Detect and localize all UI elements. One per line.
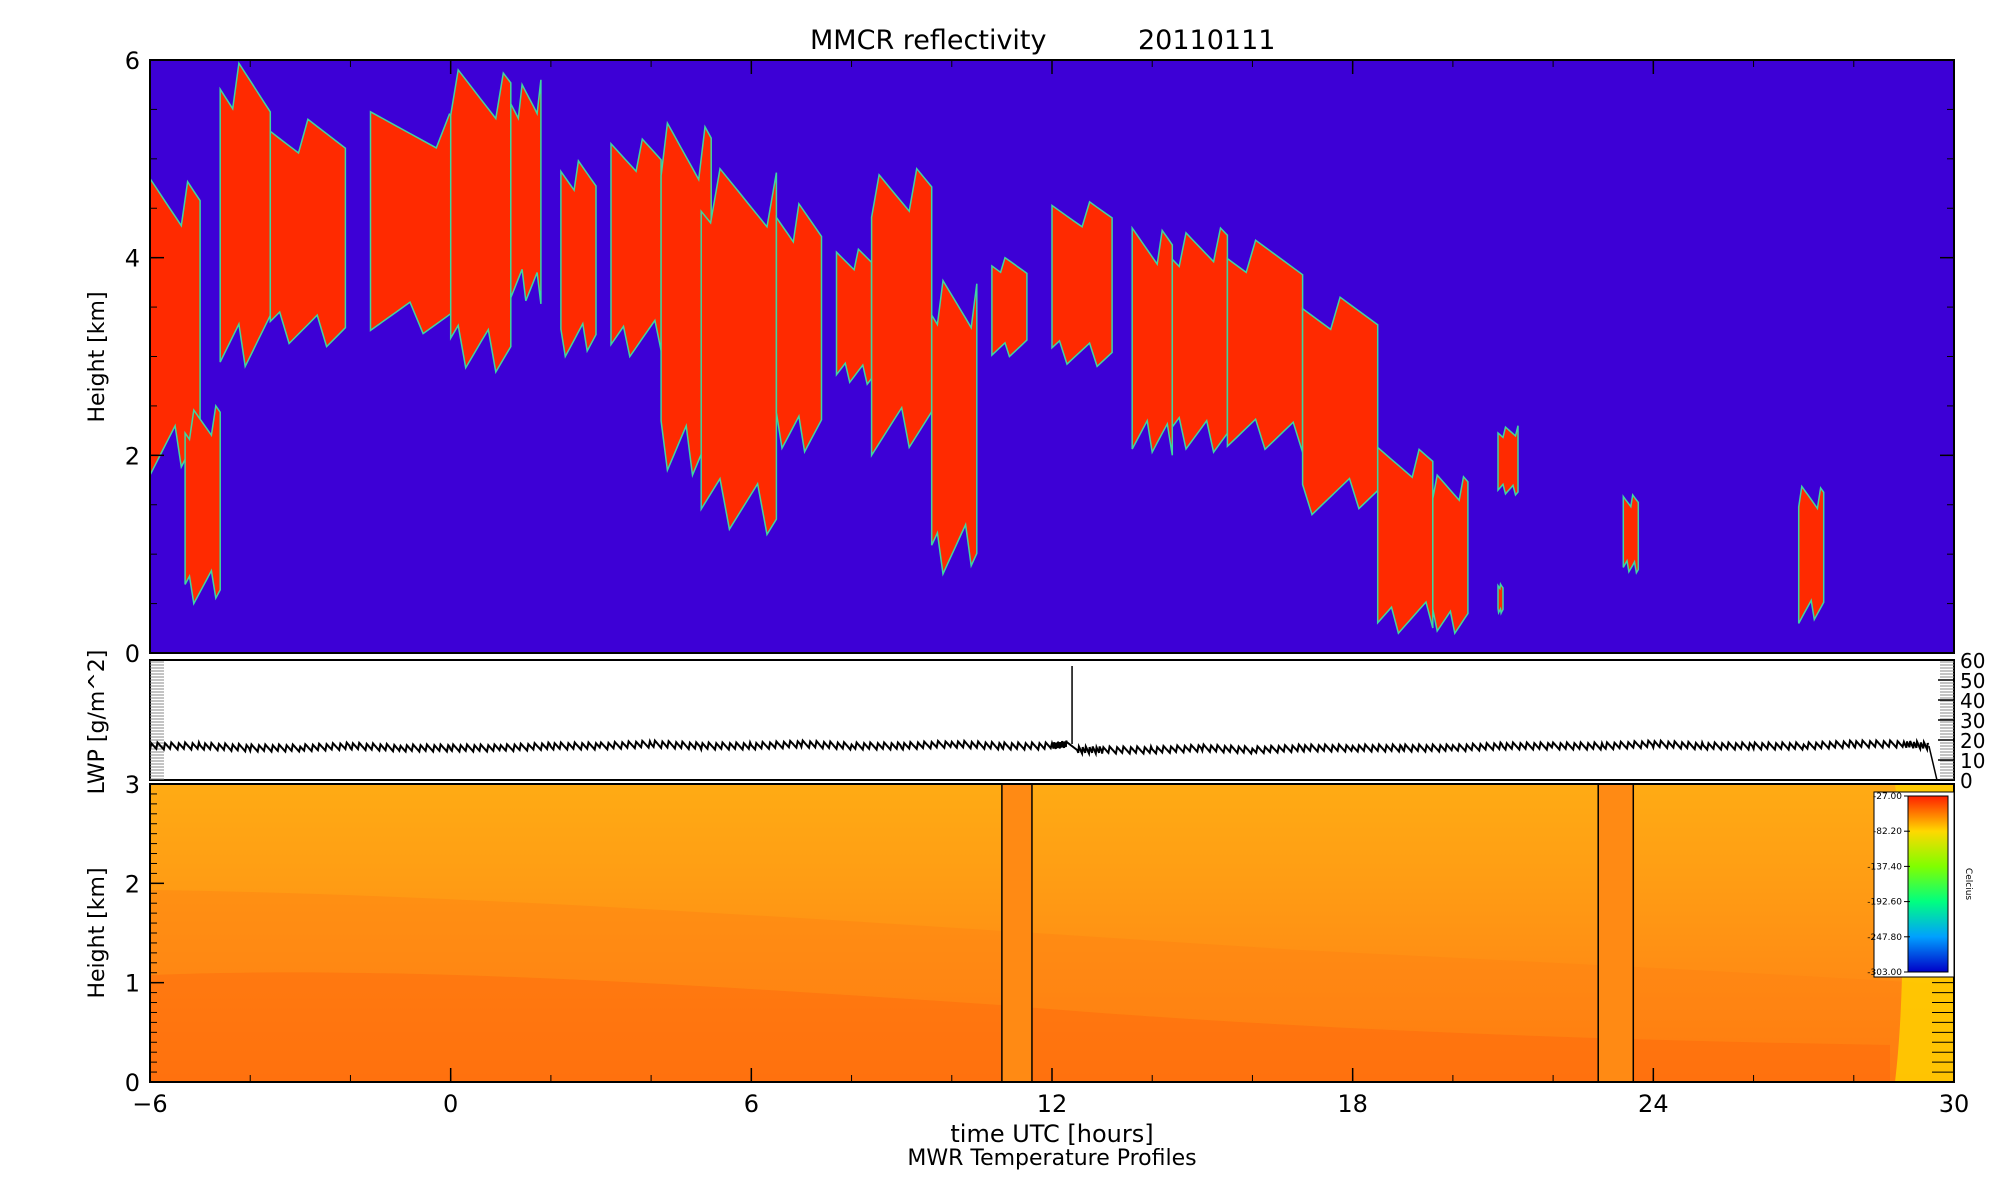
temp-tick-label: 2 [125, 870, 140, 898]
y-tick-label: 2 [125, 442, 140, 470]
lwp-background [149, 659, 1955, 781]
cloud-region [560, 158, 597, 359]
cloud-region [1131, 225, 1174, 456]
cloud-region [775, 201, 823, 455]
temperature-y-axis-label: Height [km] [85, 867, 110, 998]
cloud-region [219, 61, 272, 369]
lwp-tick-label: 30 [1960, 709, 1985, 733]
cloud-region [1301, 295, 1379, 516]
cloud-layer [149, 61, 1825, 636]
cloud-region [184, 403, 221, 606]
colorbar-unit-label: Celcius [1963, 868, 1973, 900]
x-tick-label: 18 [1337, 1090, 1368, 1118]
cloud-region [1622, 492, 1640, 575]
missing-data-bar [1597, 783, 1635, 1083]
temp-tick-label: 1 [125, 970, 140, 998]
y-tick-label: 4 [125, 245, 140, 273]
lwp-y-axis-label: LWP [g/m^2] [85, 650, 110, 795]
colorbar-tick-label: -27.00 [1873, 792, 1902, 802]
x-tick-label: 0 [443, 1090, 458, 1118]
lwp-series-line [149, 737, 1930, 758]
temperature-contour-mid [150, 890, 1954, 1082]
lwp-tick-label: 50 [1960, 669, 1985, 693]
cloud-region [1497, 425, 1519, 497]
lwp-tick-label: 40 [1960, 689, 1985, 713]
cloud-region [1171, 226, 1229, 454]
cloud-region [449, 68, 512, 375]
lwp-tick-label: 10 [1960, 749, 1985, 773]
x-tick-label: 12 [1037, 1090, 1068, 1118]
cloud-region [1051, 200, 1113, 368]
colorbar-tick-label: -303.00 [1867, 968, 1902, 978]
temp-tick-label: 3 [125, 771, 140, 799]
reflectivity-panel: 0 2 4 6 Height [km] [85, 47, 1955, 668]
temp-tick-label: 0 [125, 1069, 140, 1097]
lwp-tick-label: 60 [1960, 649, 1985, 673]
reflectivity-y-axis-label: Height [km] [85, 291, 110, 422]
colorbar-ticks: -27.00 -82.20 -137.40 -192.60 -247.80 -303.00 [1867, 792, 1910, 978]
x-axis-ticks: −6 0 6 12 18 24 30 [132, 60, 1969, 1118]
colorbar-tick-label: -247.80 [1867, 933, 1902, 943]
lwp-tick-label: 20 [1960, 729, 1985, 753]
cloud-region [1497, 581, 1504, 616]
chart-date: 20110111 [1138, 25, 1275, 56]
y-tick-label: 6 [125, 47, 140, 75]
lwp-side-hatching [150, 661, 1954, 780]
x-tick-label: 6 [744, 1090, 759, 1118]
x-tick-label: −6 [132, 1090, 167, 1118]
cloud-region [1376, 445, 1434, 635]
cloud-region [930, 278, 978, 577]
colorbar: -27.00 -82.20 -137.40 -192.60 -247.80 -303.00… [1867, 791, 1973, 978]
chart-title: MMCR reflectivity [810, 25, 1047, 56]
cloud-region [1797, 484, 1825, 624]
missing-data-bar [1001, 783, 1033, 1083]
cloud-region [700, 166, 778, 537]
cloud-region [1226, 238, 1304, 453]
colorbar-tick-label: -192.60 [1867, 898, 1902, 908]
cloud-region [1432, 473, 1469, 636]
x-axis-label: time UTC [hours] [950, 1120, 1153, 1148]
x-tick-label: 24 [1638, 1090, 1669, 1118]
reflectivity-ticks: 0 2 4 6 [125, 47, 1954, 668]
lwp-tick-label: 0 [1960, 769, 1973, 793]
x-tick-label: 30 [1939, 1090, 1970, 1118]
chart-subtitle: MWR Temperature Profiles [907, 1146, 1196, 1171]
cloud-region [835, 247, 873, 386]
colorbar-gradient [1907, 795, 1949, 973]
temperature-ticks: 0 1 2 3 [125, 771, 1954, 1097]
cloud-region [269, 118, 347, 349]
y-tick-label: 0 [125, 640, 140, 668]
lwp-end-line [1928, 745, 1938, 781]
colorbar-tick-label: -137.40 [1867, 862, 1902, 872]
colorbar-tick-label: -82.20 [1873, 827, 1902, 837]
cloud-region [510, 79, 542, 304]
cloud-region [991, 256, 1028, 358]
